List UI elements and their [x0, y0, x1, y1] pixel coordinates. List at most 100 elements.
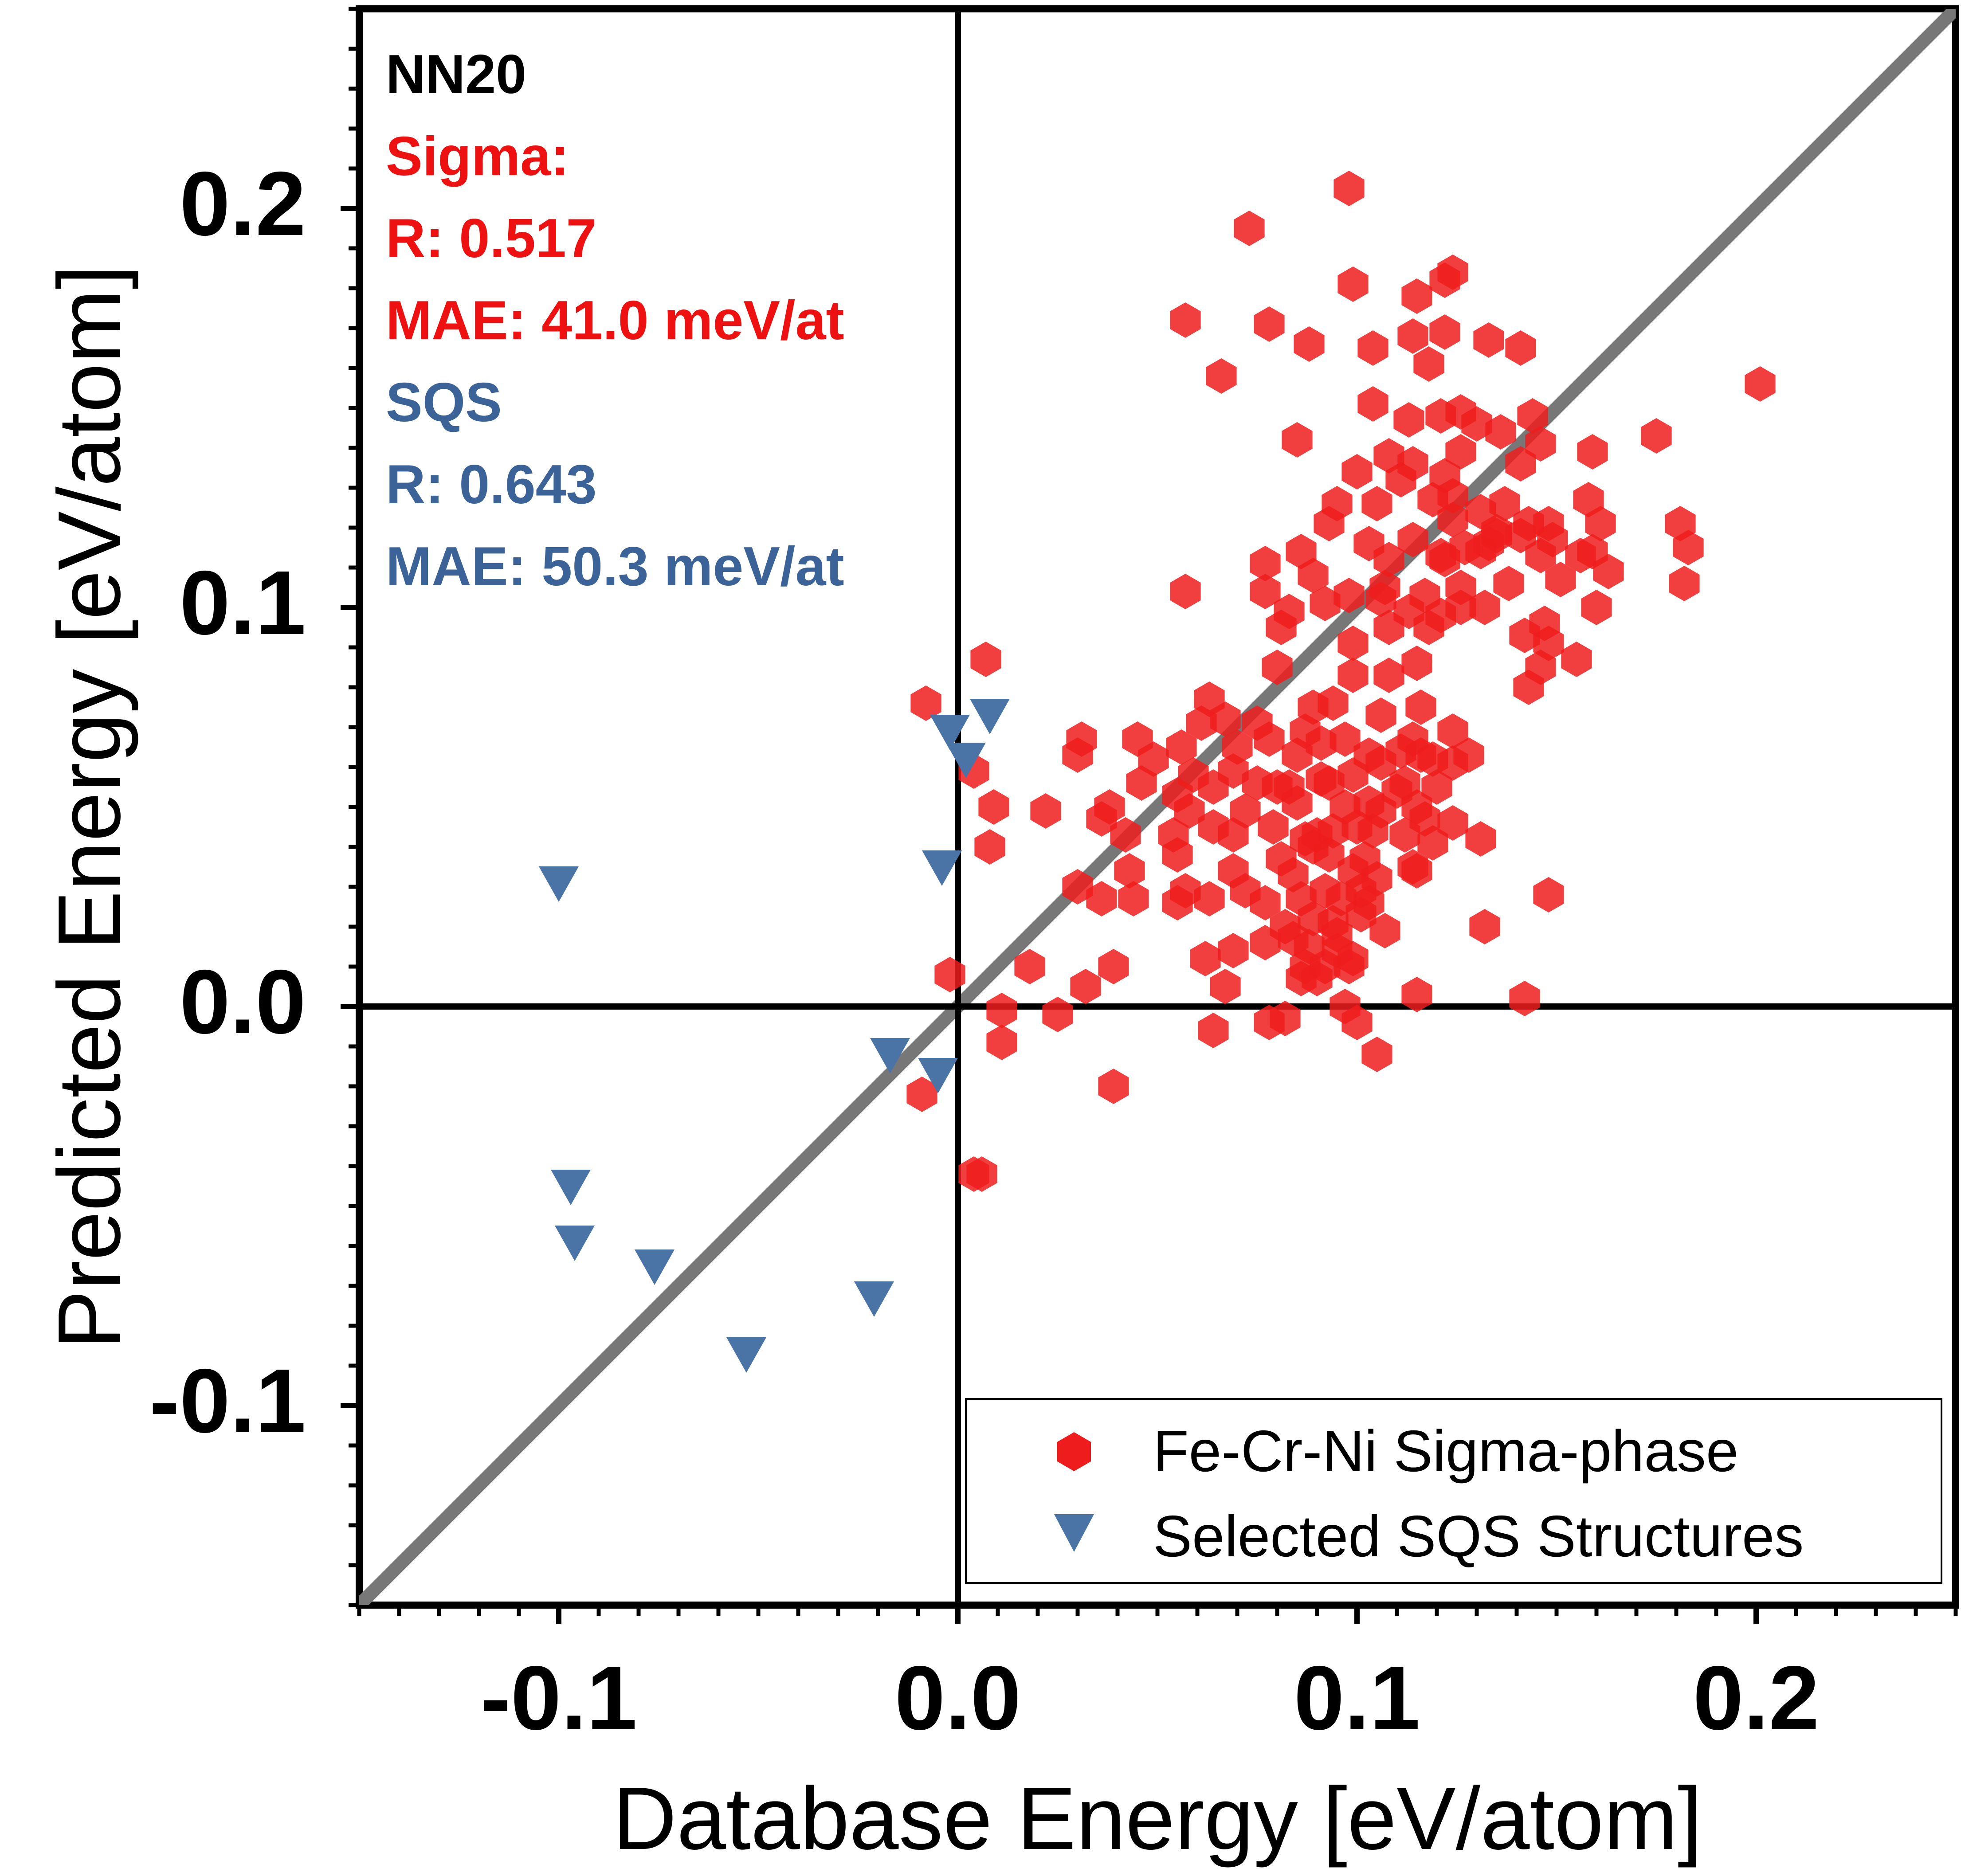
sigma-phase-point — [1525, 650, 1556, 685]
sigma-phase-point — [1042, 997, 1073, 1032]
sqs-structure-point — [555, 1226, 595, 1261]
sigma-phase-point — [1198, 769, 1229, 805]
sigma-phase-point — [1429, 314, 1460, 350]
sigma-phase-point — [1505, 446, 1536, 482]
x-tick-label: -0.1 — [480, 1647, 637, 1749]
sigma-phase-point — [1545, 562, 1576, 597]
sigma-phase-point — [1174, 793, 1205, 829]
sigma-phase-point — [1437, 502, 1468, 537]
sigma-phase-point — [1397, 318, 1428, 354]
sigma-phase-point — [1186, 705, 1217, 741]
sqs-structure-point — [970, 699, 1010, 734]
sigma-phase-point — [1581, 590, 1612, 625]
legend-label-sigma: Fe-Cr-Ni Sigma-phase — [1153, 1418, 1738, 1484]
sigma-phase-point — [1357, 386, 1388, 422]
sigma-phase-point — [1234, 211, 1265, 246]
sqs-structure-point — [930, 715, 970, 750]
sigma-phase-point — [966, 1156, 997, 1192]
sigma-phase-point — [1417, 825, 1448, 861]
sigma-phase-point — [1210, 701, 1241, 737]
sigma-phase-point — [978, 789, 1009, 825]
sigma-phase-point — [1493, 566, 1524, 601]
sigma-phase-point — [986, 1025, 1017, 1060]
sigma-phase-point — [1318, 685, 1349, 721]
sigma-phase-point — [1170, 574, 1201, 609]
sigma-phase-point — [1266, 610, 1297, 645]
sigma-phase-point — [1330, 721, 1361, 757]
sigma-phase-point — [1086, 801, 1117, 837]
sigma-phase-point — [1469, 909, 1500, 944]
sigma-phase-point — [1298, 558, 1329, 593]
y-axis-title: Predicted Energy [eV/atom] — [40, 265, 139, 1349]
sigma-phase-point — [1585, 506, 1616, 541]
sigma-phase-point — [1437, 745, 1468, 781]
sigma-phase-point — [1473, 322, 1504, 358]
sigma-phase-point — [1086, 881, 1117, 916]
sigma-phase-point — [1254, 721, 1285, 757]
sigma-phase-point — [970, 642, 1001, 677]
sigma-phase-point — [1405, 689, 1436, 725]
sigma-phase-point — [1337, 626, 1369, 661]
sigma-phase-point — [1357, 813, 1388, 849]
y-tick-label: 0.2 — [180, 153, 306, 255]
sigma-phase-point — [1098, 949, 1129, 984]
annotation-sigma-mae: MAE: 41.0 meV/at — [386, 290, 844, 351]
sigma-phase-point — [1314, 837, 1345, 873]
identity-line — [359, 9, 1956, 1605]
sigma-phase-point — [906, 1077, 937, 1112]
sigma-phase-point — [1489, 486, 1520, 521]
sigma-phase-point — [1250, 574, 1281, 609]
sigma-phase-point — [1302, 961, 1333, 996]
annotation-sqs-header: SQS — [386, 372, 502, 433]
sqs-structure-point — [726, 1337, 766, 1373]
sqs-structure-point — [922, 850, 962, 886]
sqs-structure-point — [946, 743, 986, 778]
x-tick-label: 0.1 — [1294, 1647, 1420, 1749]
sigma-phase-point — [1485, 414, 1516, 450]
sigma-phase-point — [1525, 426, 1556, 462]
sigma-phase-point — [1533, 877, 1564, 913]
sigma-phase-point — [1397, 522, 1428, 557]
sigma-phase-point — [1465, 821, 1496, 857]
sigma-phase-point — [1190, 941, 1221, 976]
sigma-phase-point — [1401, 646, 1432, 681]
legend-label-sqs: Selected SQS Structures — [1153, 1504, 1804, 1569]
sigma-phase-point — [1062, 869, 1093, 905]
sigma-phase-point — [1337, 266, 1369, 302]
sigma-phase-point — [1509, 981, 1540, 1016]
sqs-structure-point — [870, 1038, 910, 1073]
sigma-phase-point — [1509, 618, 1540, 653]
sigma-phase-point — [1206, 358, 1237, 394]
sigma-phase-point — [1401, 853, 1432, 889]
sigma-phase-point — [1118, 881, 1149, 916]
sigma-phase-point — [1250, 546, 1281, 581]
sigma-phase-point — [1333, 171, 1365, 206]
sigma-phase-point — [1505, 330, 1536, 366]
sigma-phase-point — [1593, 554, 1624, 589]
sigma-phase-point — [1333, 949, 1365, 984]
sigma-phase-point — [1310, 586, 1341, 621]
sigma-phase-point — [1218, 933, 1249, 968]
sigma-phase-point — [1445, 590, 1476, 625]
legend-hexagon-icon — [1057, 1432, 1091, 1471]
sigma-phase-point — [1401, 977, 1432, 1012]
data-points — [539, 171, 1776, 1373]
sigma-phase-point — [1385, 462, 1416, 497]
sigma-phase-point — [1294, 326, 1325, 362]
sigma-phase-point — [1250, 925, 1281, 960]
x-axis-title: Database Energy [eV/atom] — [613, 1769, 1702, 1868]
sigma-phase-point — [1170, 302, 1201, 338]
sigma-phase-point — [934, 957, 965, 992]
sqs-structure-point — [918, 1058, 958, 1093]
sigma-phase-point — [1341, 454, 1373, 490]
sigma-phase-point — [1126, 765, 1157, 801]
sigma-phase-point — [1345, 897, 1377, 932]
sigma-phase-point — [1561, 642, 1592, 677]
sigma-phase-point — [1258, 809, 1289, 845]
sigma-phase-point — [1505, 518, 1536, 553]
sigma-phase-point — [1577, 434, 1608, 470]
y-tick-label: 0.0 — [180, 951, 306, 1053]
sigma-phase-point — [1429, 542, 1460, 577]
legend-triangle-down-icon — [1054, 1514, 1094, 1552]
sigma-phase-point — [1282, 737, 1313, 773]
